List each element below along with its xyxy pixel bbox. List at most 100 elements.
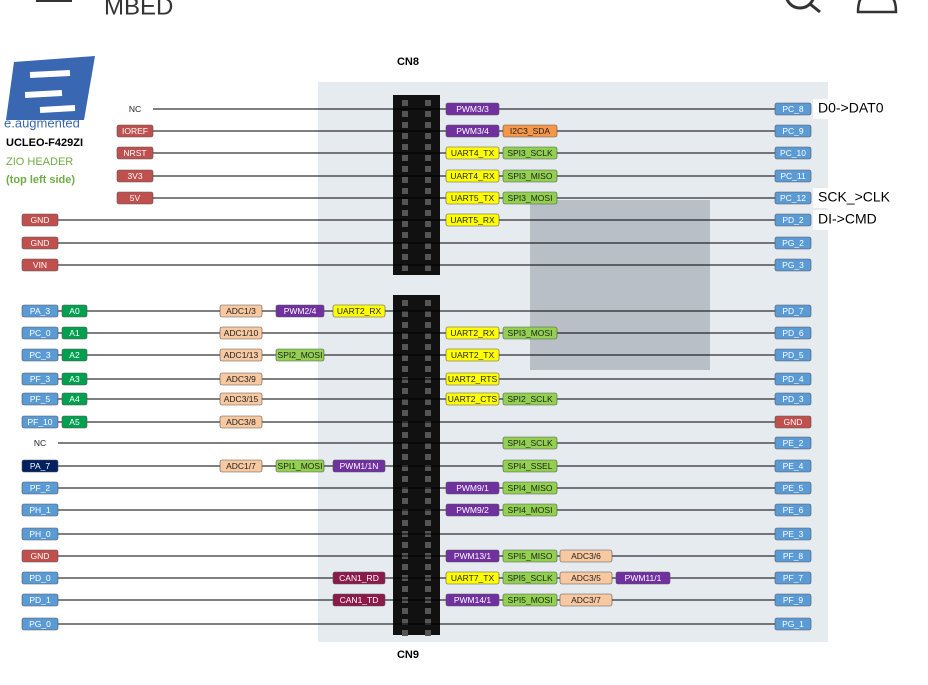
right-function-box	[502, 326, 558, 340]
right-function: PWM3/4	[456, 126, 489, 136]
right-function: UART4_RX	[450, 171, 495, 181]
arduino-pin: A4	[69, 394, 80, 404]
header-pin	[425, 311, 431, 317]
right-function-box	[445, 571, 500, 585]
left-pin: NC	[34, 438, 46, 448]
header-pin	[402, 498, 408, 504]
right-pin: PE_3	[783, 529, 804, 539]
left-pin: PH_0	[29, 529, 51, 539]
header-pin	[425, 542, 431, 548]
menu-button[interactable]	[36, 0, 72, 2]
right-pin-box	[774, 348, 812, 362]
left-function: CAN1_RD	[339, 573, 379, 583]
header-pin	[402, 388, 408, 394]
right-function-box	[445, 593, 500, 607]
right-function: UART2_RTS	[448, 374, 498, 384]
right-function-box	[445, 326, 500, 340]
right-pin-box	[774, 481, 812, 495]
right-pin-box	[774, 146, 812, 160]
header-pin	[402, 265, 408, 271]
right-function: SPI4_SSEL	[508, 461, 553, 471]
left-function: PWM2/4	[284, 306, 317, 316]
left-function-box	[332, 593, 386, 607]
right-function: UART2_RX	[450, 328, 495, 338]
right-function: UART7_TX	[451, 573, 495, 583]
header-pin	[402, 443, 408, 449]
right-function-box	[445, 348, 500, 362]
header-pin	[402, 232, 408, 238]
right-function-box	[445, 392, 500, 406]
account-button[interactable]	[856, 0, 898, 14]
left-pin-box	[21, 415, 59, 429]
left-pin-box	[21, 571, 59, 585]
header-pin	[402, 564, 408, 570]
right-function: SPI3_MOSI	[508, 193, 553, 203]
power-pin-box	[116, 124, 154, 138]
header-pin	[425, 509, 431, 515]
right-pin-box	[774, 571, 812, 585]
right-pin: PD_2	[782, 215, 804, 225]
right-pin-box	[774, 372, 812, 386]
power-pin-gap	[117, 103, 153, 115]
left-pin: VIN	[33, 260, 47, 270]
header-pin	[425, 454, 431, 460]
arduino-pin: A1	[69, 328, 80, 338]
right-pin-box	[774, 169, 812, 183]
right-function-box	[445, 191, 500, 205]
header-pin	[402, 100, 408, 106]
header-pin	[425, 300, 431, 306]
board-name: UCLEO-F429ZI	[6, 137, 83, 149]
left-pin-box	[21, 481, 59, 495]
left-pin: PD_0	[29, 573, 51, 583]
left-function: ADC1/7	[226, 461, 256, 471]
right-pin: PE_4	[783, 461, 804, 471]
power-pin: NRST	[123, 148, 146, 158]
right-function-box	[445, 124, 500, 138]
header-pin	[425, 608, 431, 614]
header-pin	[402, 344, 408, 350]
right-pin: PG_3	[782, 260, 804, 270]
right-function: UART5_RX	[450, 215, 495, 225]
header-pin	[425, 111, 431, 117]
left-pin: PF_5	[30, 394, 51, 404]
header-pin	[425, 399, 431, 405]
right-function-box	[502, 481, 558, 495]
right-pin: PG_2	[782, 238, 804, 248]
right-pin-box	[774, 392, 812, 406]
left-function-box	[275, 348, 325, 362]
right-pin-box	[774, 593, 812, 607]
arduino-pin-box	[61, 348, 88, 362]
right-function-box	[445, 549, 500, 563]
left-pin-box	[21, 213, 59, 227]
right-function: PWM9/1	[456, 483, 489, 493]
header-pin	[402, 188, 408, 194]
header-pin	[402, 133, 408, 139]
left-function-box	[275, 459, 325, 473]
header-pin	[402, 630, 408, 636]
header-pin	[402, 465, 408, 471]
right-pin: PE_5	[783, 483, 804, 493]
right-function: ADC3/7	[571, 595, 601, 605]
right-pin-box	[774, 236, 812, 250]
right-pin: PF_7	[783, 573, 804, 583]
header-pin	[402, 199, 408, 205]
left-pin: PA_7	[30, 461, 50, 471]
arduino-pin-box	[61, 304, 88, 318]
left-function-box	[219, 372, 263, 386]
right-pin: PD_5	[782, 350, 804, 360]
header-pin	[425, 355, 431, 361]
right-pin-box	[774, 436, 812, 450]
right-function-box	[502, 571, 558, 585]
left-pin-box	[21, 372, 59, 386]
header-pin	[425, 166, 431, 172]
right-function: SPI3_SCLK	[507, 148, 553, 158]
left-pin: PF_10	[27, 417, 52, 427]
right-pin: PC_11	[780, 171, 806, 181]
header-pin	[402, 155, 408, 161]
left-function: CAN1_TD	[340, 595, 379, 605]
right-function: SPI3_MOSI	[508, 328, 553, 338]
search-button[interactable]	[785, 0, 821, 14]
right-function-box	[559, 571, 613, 585]
arduino-pin: A0	[69, 306, 80, 316]
